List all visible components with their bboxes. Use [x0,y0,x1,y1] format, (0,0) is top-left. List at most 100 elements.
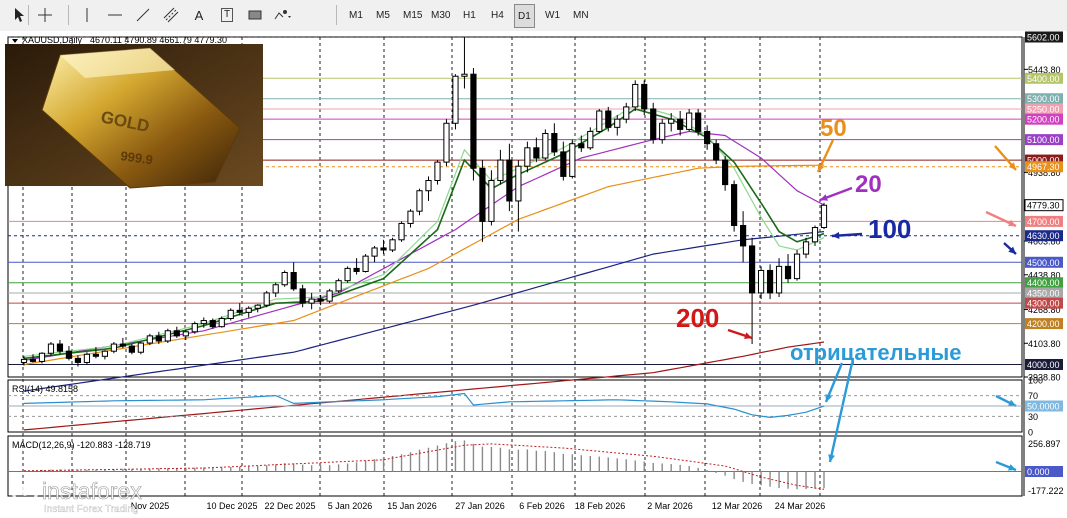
candle-body [218,317,225,328]
candle [200,317,207,328]
rectangle-icon[interactable] [244,4,266,26]
candle-body [533,147,540,159]
date-axis-label: 10 Dec 2025 [206,501,257,511]
candle [245,306,252,318]
trendline-icon[interactable] [132,4,154,26]
rsi-axis-tick: 0 [1028,428,1033,438]
shapes-icon[interactable] [272,4,294,26]
candle [614,115,621,136]
level-tag-4000.00 [1025,358,1063,370]
timeframe-w1[interactable]: W1 [545,9,560,21]
candle-body [784,265,792,280]
candle [793,250,801,281]
level-tag-label: 4350.00 [1027,288,1060,298]
candle-body [470,73,477,169]
level-tag-label: 5400.00 [1027,74,1060,84]
timeframe-d1[interactable]: D1 [514,4,535,28]
label-icon[interactable]: T [216,4,238,26]
level-tag-label: 4630.00 [1027,231,1060,241]
candle-body [191,323,198,333]
level-tag-5300.00 [1025,93,1063,105]
candle [686,108,693,132]
candle [308,292,315,310]
candle [191,321,198,334]
price-tick-label: 5443.80 [1028,65,1061,75]
candle-body [353,267,360,272]
candle [254,304,261,313]
date-axis-label: 6 Feb 2026 [519,501,565,511]
candle [713,139,720,165]
timeframe-m30[interactable]: M30 [431,9,451,21]
candle [533,137,540,163]
candle-body [677,118,684,130]
level-tag-label: 5000.00 [1027,156,1060,166]
channel-icon[interactable] [160,4,182,26]
candle [632,80,639,112]
rsi-level-tag-label: 50.0000 [1027,402,1060,412]
ma-200-line [23,341,825,431]
instaforex-tagline: Instant Forex Trading [44,504,139,515]
date-axis-label: 27 Jan 2026 [455,501,505,511]
ma-100-line [23,231,825,392]
candle [299,284,306,308]
macd-signal-line [23,443,825,490]
candle [434,160,441,185]
candle-body [227,309,234,319]
candle [398,221,405,242]
arrow-ma100-head [832,232,840,239]
arrow-ma20-head [820,194,828,201]
candle [425,176,432,201]
level-tag-label: 5100.00 [1027,135,1060,145]
date-axis-label: 5 Jan 2026 [328,501,373,511]
text-icon[interactable]: A [194,7,204,23]
candle [56,339,64,355]
candle-body [605,110,612,128]
toolbar-separator [68,5,69,25]
candle [182,329,189,340]
arrow-macd [828,362,854,463]
timeframe-m15[interactable]: M15 [403,9,423,21]
candle [335,278,342,293]
timeframe-h4[interactable]: H4 [491,9,504,21]
level-tag-4200.00 [1025,318,1063,330]
candle-body [748,245,756,294]
candle [317,294,324,306]
rsi-axis-tick: 30 [1028,412,1038,422]
level-tag-label: 4200.00 [1027,319,1060,329]
ma-50-line [23,164,825,366]
candle [811,225,819,246]
timeframe-mn[interactable]: MN [573,9,589,21]
candle-body [740,224,747,247]
candle [389,237,396,253]
candle [164,328,171,344]
price-tick-label: 4268.80 [1028,305,1061,315]
macd-axis-tick: 256.897 [1028,439,1061,449]
candle [416,188,423,216]
candle-body [560,151,567,177]
timeframe-m5[interactable]: M5 [376,9,390,21]
candle [353,258,360,275]
candle [227,308,234,321]
candle [722,155,729,191]
candle [380,239,387,255]
candle-body [29,358,37,362]
timeframe-h1[interactable]: H1 [463,9,476,21]
candle-body [587,130,594,149]
instaforex-logo-core [20,486,30,496]
candle-body [731,184,738,226]
candle-body [164,330,171,342]
candle [650,102,657,144]
cursor-icon[interactable] [8,4,30,26]
timeframe-m1[interactable]: M1 [349,9,363,21]
level-tag-label: 5250.00 [1027,104,1060,114]
candle-body [182,331,189,337]
candle [362,254,369,273]
chart-window: 5443.80 4938.80 4603.80 4438.80 4268.80 4103.… [0,31,1067,518]
crosshair-icon[interactable] [34,4,56,26]
horizontal-line-icon[interactable] [104,4,126,26]
candle-body [416,190,423,212]
candle [515,160,522,232]
level-tag-4630.00 [1025,230,1063,242]
vertical-line-icon[interactable] [76,4,98,26]
